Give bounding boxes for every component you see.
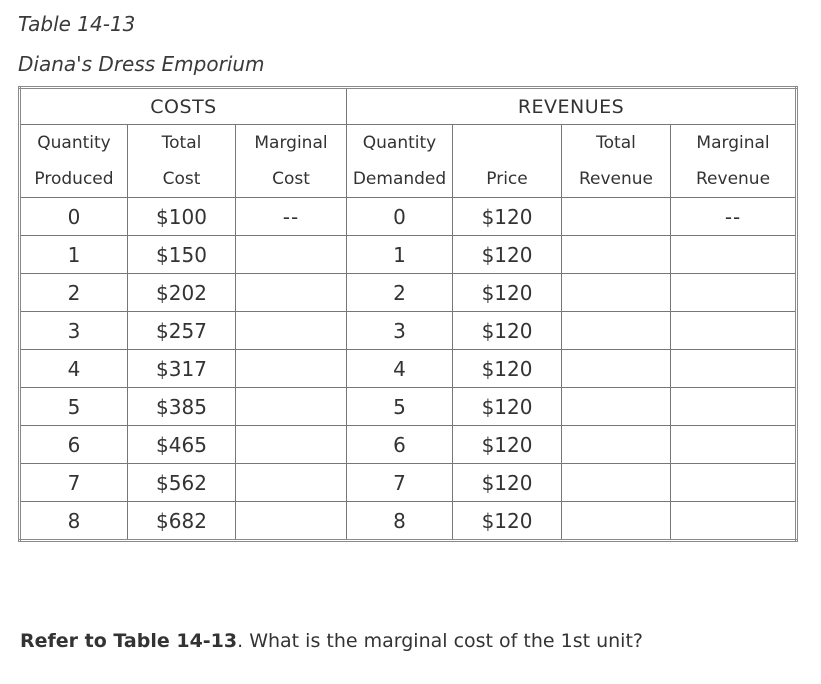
question-text: Refer to Table 14-13. What is the margin… (20, 630, 643, 652)
table-row: 8 $682 8 $120 (19, 501, 798, 541)
total-revenue-cell (561, 311, 672, 350)
marginal-cost-cell (234, 311, 348, 350)
column-header: Marginal (234, 124, 348, 161)
total-cost-cell: $385 (127, 387, 236, 426)
table-row: 3 $257 3 $120 (19, 311, 798, 350)
table-row: 2 $202 2 $120 (19, 273, 798, 312)
table-row: 4 $317 4 $120 (19, 349, 798, 388)
quantity-produced-cell: 5 (19, 387, 128, 426)
table-name: Diana's Dress Emporium (18, 52, 265, 76)
price-cell: $120 (452, 311, 563, 350)
question-body: . What is the marginal cost of the 1st u… (237, 630, 643, 652)
marginal-cost-cell (234, 501, 348, 541)
quantity-demanded-cell: 5 (346, 387, 454, 426)
cost-revenue-table: COSTS REVENUES Quantity Total Marginal Q… (18, 86, 799, 542)
price-cell: $120 (452, 197, 563, 236)
price-cell: $120 (452, 235, 563, 274)
marginal-revenue-cell (670, 273, 798, 312)
marginal-cost-cell (234, 463, 348, 502)
quantity-demanded-cell: 0 (346, 197, 454, 236)
column-header: Revenue (561, 161, 672, 198)
total-revenue-cell (561, 235, 672, 274)
quantity-demanded-cell: 4 (346, 349, 454, 388)
column-header (452, 124, 563, 161)
quantity-demanded-cell: 3 (346, 311, 454, 350)
quantity-demanded-cell: 7 (346, 463, 454, 502)
column-header: Total (127, 124, 236, 161)
table-label: Table 14-13 (18, 12, 136, 36)
marginal-revenue-cell (670, 387, 798, 426)
table-row: 0 $100 -- 0 $120 -- (19, 197, 798, 236)
marginal-cost-cell (234, 349, 348, 388)
quantity-produced-cell: 8 (19, 501, 128, 541)
quantity-produced-cell: 7 (19, 463, 128, 502)
total-revenue-cell (561, 197, 672, 236)
column-header: Price (452, 161, 563, 198)
column-header: Demanded (346, 161, 454, 198)
marginal-revenue-cell (670, 235, 798, 274)
quantity-produced-cell: 3 (19, 311, 128, 350)
costs-group-header: COSTS (18, 87, 348, 125)
total-revenue-cell (561, 387, 672, 426)
table-row: 6 $465 6 $120 (19, 425, 798, 464)
price-cell: $120 (452, 273, 563, 312)
marginal-cost-cell: -- (234, 197, 348, 236)
total-cost-cell: $257 (127, 311, 236, 350)
column-header: Cost (127, 161, 236, 198)
marginal-revenue-cell (670, 349, 798, 388)
column-header: Quantity (19, 124, 128, 161)
price-cell: $120 (452, 463, 563, 502)
revenues-group-header: REVENUES (346, 87, 798, 125)
marginal-revenue-cell (670, 501, 798, 541)
quantity-produced-cell: 2 (19, 273, 128, 312)
marginal-revenue-cell: -- (670, 197, 798, 236)
marginal-cost-cell (234, 425, 348, 464)
total-cost-cell: $465 (127, 425, 236, 464)
marginal-cost-cell (234, 387, 348, 426)
price-cell: $120 (452, 501, 563, 541)
total-cost-cell: $682 (127, 501, 236, 541)
quantity-produced-cell: 1 (19, 235, 128, 274)
quantity-produced-cell: 0 (19, 197, 128, 236)
column-header: Total (561, 124, 672, 161)
column-header: Cost (234, 161, 348, 198)
price-cell: $120 (452, 349, 563, 388)
total-revenue-cell (561, 425, 672, 464)
marginal-revenue-cell (670, 463, 798, 502)
table-row: 5 $385 5 $120 (19, 387, 798, 426)
total-cost-cell: $100 (127, 197, 236, 236)
column-header: Revenue (670, 161, 798, 198)
quantity-produced-cell: 6 (19, 425, 128, 464)
question-reference: Refer to Table 14-13 (20, 630, 238, 652)
quantity-demanded-cell: 6 (346, 425, 454, 464)
total-revenue-cell (561, 273, 672, 312)
quantity-demanded-cell: 2 (346, 273, 454, 312)
total-revenue-cell (561, 463, 672, 502)
marginal-revenue-cell (670, 311, 798, 350)
quantity-produced-cell: 4 (19, 349, 128, 388)
total-cost-cell: $562 (127, 463, 236, 502)
column-header: Produced (19, 161, 128, 198)
quantity-demanded-cell: 8 (346, 501, 454, 541)
marginal-cost-cell (234, 235, 348, 274)
total-cost-cell: $202 (127, 273, 236, 312)
total-cost-cell: $150 (127, 235, 236, 274)
column-header: Marginal (670, 124, 798, 161)
marginal-revenue-cell (670, 425, 798, 464)
total-revenue-cell (561, 501, 672, 541)
total-revenue-cell (561, 349, 672, 388)
column-header: Quantity (346, 124, 454, 161)
table-row: 1 $150 1 $120 (19, 235, 798, 274)
price-cell: $120 (452, 425, 563, 464)
price-cell: $120 (452, 387, 563, 426)
table-row: 7 $562 7 $120 (19, 463, 798, 502)
total-cost-cell: $317 (127, 349, 236, 388)
quantity-demanded-cell: 1 (346, 235, 454, 274)
marginal-cost-cell (234, 273, 348, 312)
